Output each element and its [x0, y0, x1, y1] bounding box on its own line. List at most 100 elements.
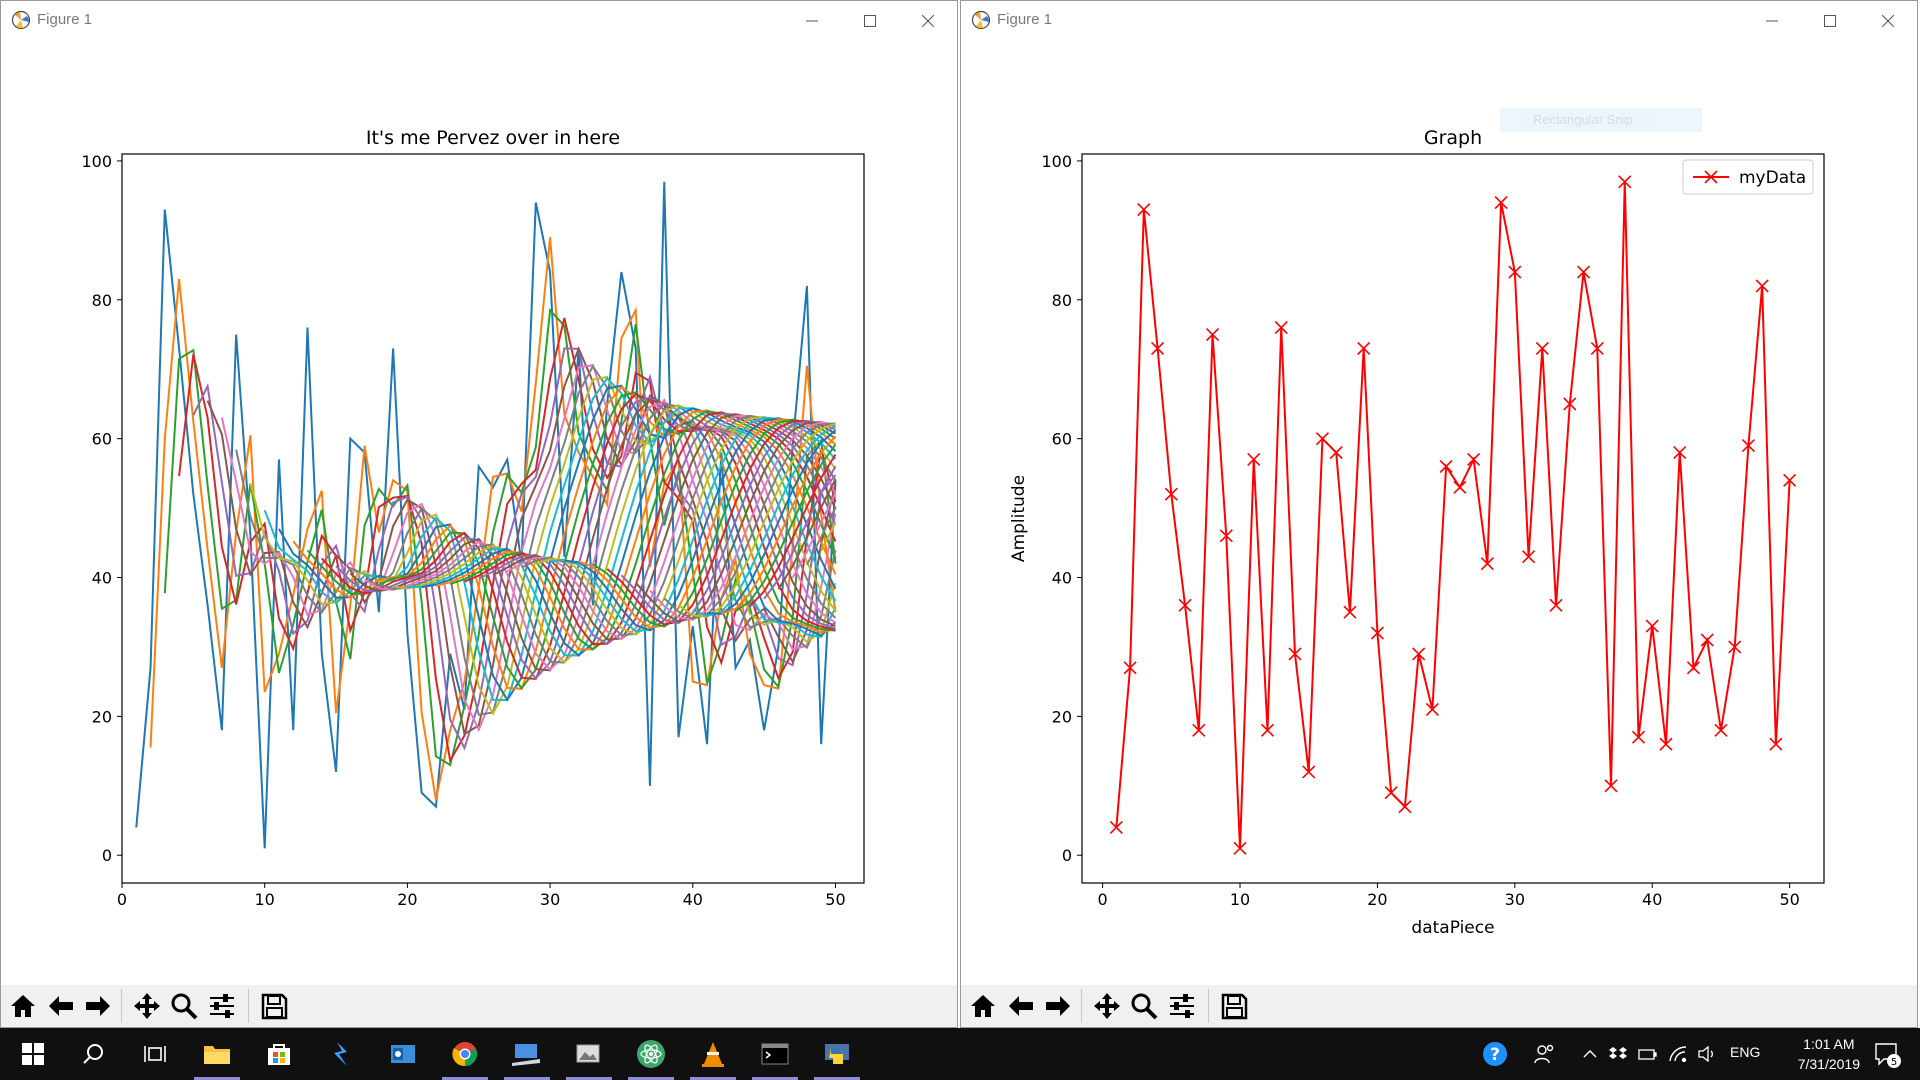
svg-text:?: ?	[1490, 1045, 1500, 1065]
taskbar-file-explorer[interactable]	[188, 1028, 246, 1080]
home-button[interactable]	[965, 988, 1001, 1024]
data-point-marker	[1219, 529, 1233, 543]
y-tick-label: 40	[1052, 569, 1072, 588]
chevron-up-icon[interactable]	[1578, 1028, 1602, 1080]
x-tick-label: 20	[397, 890, 417, 909]
y-tick-label: 100	[81, 152, 112, 171]
close-button[interactable]	[1859, 1, 1917, 40]
pan-icon	[134, 993, 160, 1019]
series-line-18	[378, 403, 837, 664]
taskbar-start[interactable]	[4, 1028, 62, 1080]
zoom-icon	[1131, 993, 1158, 1020]
x-tick-label: 50	[825, 890, 845, 909]
back-arrow-button[interactable]	[43, 988, 79, 1024]
snip-label: Rectangular Snip	[1533, 112, 1633, 127]
title-bar[interactable]: Figure 1	[961, 1, 1917, 40]
data-point-marker	[1659, 737, 1673, 751]
x-tick-label: 10	[1230, 890, 1250, 909]
taskbar-chrome[interactable]	[436, 1028, 494, 1080]
save-button[interactable]	[1216, 988, 1252, 1024]
data-point-marker	[1302, 765, 1316, 779]
clock[interactable]: 1:01 AM 7/31/2019	[1798, 1034, 1860, 1074]
series-line-6	[206, 345, 837, 736]
plot-canvas[interactable]: 0 10 20 30 40 50 0 20 40 60 80 100 Graph dataPiece Amp…	[961, 40, 1917, 987]
taskbar-outlook[interactable]	[374, 1028, 432, 1080]
series-line-3	[163, 307, 837, 767]
taskbar-photos[interactable]	[560, 1028, 618, 1080]
data-point-marker	[1741, 439, 1755, 453]
data-point-marker	[1178, 598, 1192, 612]
taskbar-store[interactable]	[250, 1028, 308, 1080]
maximize-button[interactable]	[841, 1, 899, 40]
axes-frame	[121, 153, 865, 884]
save-button[interactable]	[256, 988, 292, 1024]
forward-arrow-icon	[1046, 996, 1070, 1016]
battery-icon[interactable]	[1634, 1028, 1662, 1080]
dropbox-icon[interactable]	[1604, 1028, 1632, 1080]
close-button[interactable]	[899, 1, 957, 40]
plot-canvas[interactable]: 0 10 20 30 40 50 0 20 40 60 80 100 It's me Pervez ov…	[1, 40, 957, 987]
forward-arrow-button[interactable]	[80, 988, 116, 1024]
navigation-toolbar	[961, 985, 1917, 1027]
data-point-marker	[1398, 800, 1412, 814]
wifi-icon[interactable]	[1664, 1028, 1692, 1080]
toolbar-separator	[121, 989, 122, 1023]
figure-window-1[interactable]: Figure 1 0 10 20 30 40 50 0 20 40 60 80 100 It's me …	[0, 0, 958, 1028]
people-icon[interactable]	[1520, 1028, 1570, 1080]
data-point-marker	[1260, 723, 1275, 737]
help-icon[interactable]: ?	[1470, 1028, 1520, 1080]
data-point-marker	[1645, 619, 1659, 633]
minimize-button[interactable]	[783, 1, 841, 40]
zoom-button[interactable]	[1126, 988, 1162, 1024]
taskbar-terminal[interactable]	[746, 1028, 804, 1080]
legend-box	[1682, 159, 1814, 195]
data-point-marker	[1563, 397, 1577, 411]
taskbar-python[interactable]	[808, 1028, 866, 1080]
data-point-marker	[1233, 841, 1247, 855]
python-icon	[825, 1044, 849, 1064]
y-tick-label: 0	[102, 846, 112, 865]
navigation-toolbar	[1, 985, 957, 1027]
series-line-43	[735, 443, 837, 612]
minimize-button[interactable]	[1743, 1, 1801, 40]
y-tick-label: 0	[1062, 846, 1072, 865]
forward-arrow-button[interactable]	[1040, 988, 1076, 1024]
taskbar-visual-studio[interactable]	[312, 1028, 370, 1080]
subplots-button[interactable]	[204, 988, 240, 1024]
zoom-button[interactable]	[166, 988, 202, 1024]
volume-icon[interactable]	[1694, 1028, 1722, 1080]
graph-chart[interactable]: 0 10 20 30 40 50 0 20 40 60 80 100 Graph dataPiece Amp…	[961, 40, 1917, 987]
home-button[interactable]	[5, 988, 41, 1024]
taskbar-remote-desktop[interactable]	[498, 1028, 556, 1080]
taskbar-atom[interactable]	[622, 1028, 680, 1080]
title-bar[interactable]: Figure 1	[1, 1, 957, 40]
toolbar-separator	[1081, 989, 1082, 1023]
legend: myData	[1682, 159, 1814, 195]
legend-marker	[1704, 170, 1718, 184]
pan-button[interactable]	[129, 988, 165, 1024]
outlook-icon	[391, 1045, 415, 1063]
pan-button[interactable]	[1089, 988, 1125, 1024]
maximize-button[interactable]	[1801, 1, 1859, 40]
x-tick-label: 40	[1642, 890, 1662, 909]
series-line-46	[777, 478, 837, 590]
toolbar-separator	[1208, 989, 1209, 1023]
series-line-48	[806, 507, 837, 566]
figure-window-2[interactable]: Figure 1 0 10 20 30 40 50 0 20 40 60 80 100 Graph dat…	[960, 0, 1918, 1028]
data-point-marker	[1343, 605, 1357, 619]
data-point-marker	[1315, 432, 1330, 446]
taskbar-task-view[interactable]	[126, 1028, 184, 1080]
taskbar-search[interactable]	[64, 1028, 122, 1080]
back-arrow-button[interactable]	[1003, 988, 1039, 1024]
subplots-button[interactable]	[1164, 988, 1200, 1024]
notification-center-icon[interactable]: 5	[1862, 1028, 1912, 1080]
remote-desktop-icon	[512, 1044, 540, 1066]
legend-label: myData	[1739, 168, 1806, 188]
data-point-marker	[1329, 445, 1343, 460]
series-line-16	[349, 398, 836, 672]
file-explorer-icon	[204, 1046, 230, 1064]
smoothing-chart[interactable]: 0 10 20 30 40 50 0 20 40 60 80 100 It's me Pervez ov…	[1, 40, 957, 987]
language-indicator[interactable]: ENG	[1730, 1044, 1761, 1060]
taskbar-vlc[interactable]	[684, 1028, 742, 1080]
series-line-11	[278, 384, 837, 702]
